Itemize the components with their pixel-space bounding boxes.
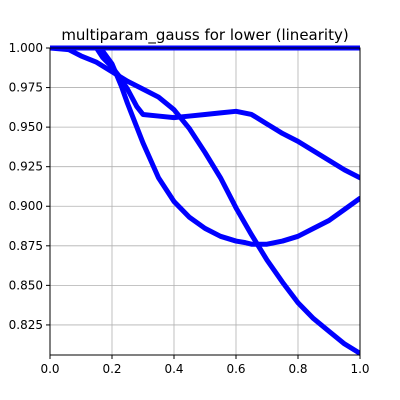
series-line-2 [50, 45, 360, 356]
y-tick-label: 0.975 [9, 81, 43, 95]
x-tick-label: 0.4 [164, 362, 183, 376]
y-tick-label: 0.900 [9, 199, 43, 213]
series-line-3 [94, 45, 360, 181]
x-tick-label: 0.0 [40, 362, 59, 376]
y-tick-label: 0.925 [9, 160, 43, 174]
x-tick-label: 0.2 [102, 362, 121, 376]
y-tick-label: 0.950 [9, 120, 43, 134]
grid [49, 47, 361, 355]
y-tick-label: 0.850 [9, 278, 43, 292]
chart-title: multiparam_gauss for lower (linearity) [61, 26, 348, 45]
x-tick-label: 0.6 [226, 362, 245, 376]
y-tick-label: 1.000 [9, 41, 43, 55]
plot-area-frame [49, 47, 361, 356]
y-tick-label: 0.825 [9, 318, 43, 332]
axis-ticks: 0.0 0.2 0.4 0.6 0.8 1.0 0.825 0.850 0.875 0.900 0.… [9, 41, 370, 376]
x-tick-label: 0.8 [288, 362, 307, 376]
series-group [50, 45, 360, 356]
y-tick-label: 0.875 [9, 239, 43, 253]
x-tick-label: 1.0 [350, 362, 369, 376]
series-line-4 [94, 45, 360, 247]
